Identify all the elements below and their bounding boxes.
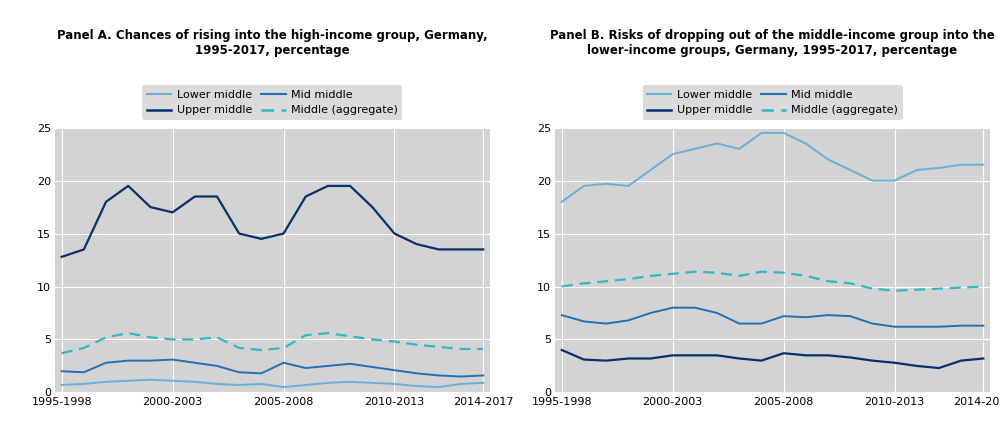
Text: Panel A. Chances of rising into the high-income group, Germany,
1995-2017, perce: Panel A. Chances of rising into the high… bbox=[57, 29, 488, 57]
Text: Panel B. Risks of dropping out of the middle-income group into the
lower-income : Panel B. Risks of dropping out of the mi… bbox=[550, 29, 995, 57]
Legend: Lower middle, Upper middle, Mid middle, Middle (aggregate): Lower middle, Upper middle, Mid middle, … bbox=[643, 85, 903, 120]
Legend: Lower middle, Upper middle, Mid middle, Middle (aggregate): Lower middle, Upper middle, Mid middle, … bbox=[142, 85, 402, 120]
